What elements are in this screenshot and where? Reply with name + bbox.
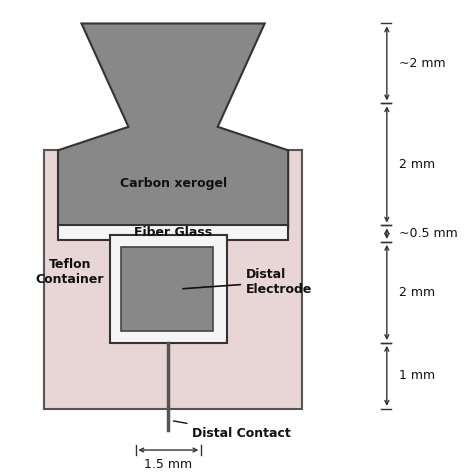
Text: ~2 mm: ~2 mm (399, 57, 445, 70)
FancyBboxPatch shape (44, 150, 302, 409)
Text: Carbon xerogel: Carbon xerogel (119, 177, 227, 190)
FancyBboxPatch shape (58, 226, 288, 239)
Text: 2 mm: 2 mm (399, 158, 435, 171)
Text: 1 mm: 1 mm (399, 369, 435, 383)
FancyBboxPatch shape (121, 246, 213, 331)
Text: 1.5 mm: 1.5 mm (144, 458, 192, 472)
Text: Distal
Electrode: Distal Electrode (183, 268, 312, 296)
FancyBboxPatch shape (109, 235, 227, 343)
Text: ~0.5 mm: ~0.5 mm (399, 227, 457, 240)
Polygon shape (58, 24, 288, 228)
Text: Fiber Glass: Fiber Glass (134, 226, 212, 239)
Text: Teflon
Container: Teflon Container (36, 258, 104, 286)
Text: Distal Contact: Distal Contact (173, 421, 291, 439)
Text: 2 mm: 2 mm (399, 286, 435, 299)
